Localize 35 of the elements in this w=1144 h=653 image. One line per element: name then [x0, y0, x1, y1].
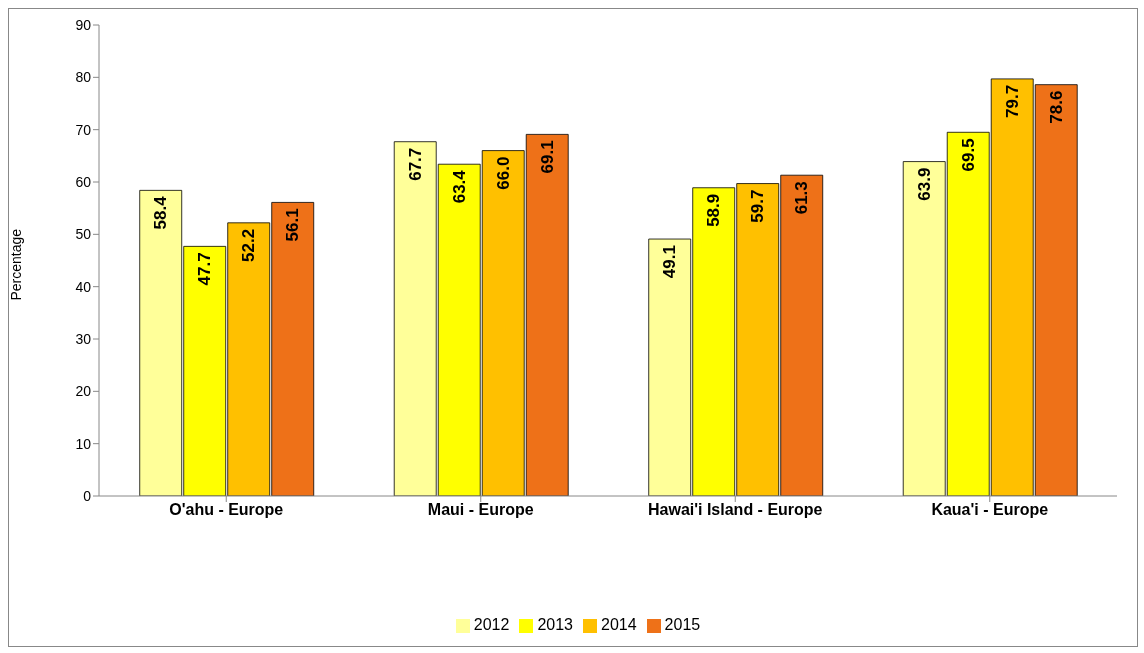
y-tick-label: 30: [75, 330, 92, 347]
data-label: 58.4: [151, 195, 171, 230]
data-label: 59.7: [748, 189, 768, 223]
y-tick-label: 90: [75, 16, 92, 33]
data-label: 66.0: [493, 156, 513, 190]
x-tick-label: O'ahu - Europe: [169, 501, 284, 519]
y-tick-label: 0: [83, 487, 92, 504]
x-tick-label: Kaua'i - Europe: [931, 501, 1049, 519]
data-label: 69.5: [958, 138, 978, 172]
data-label: 49.1: [660, 245, 680, 279]
data-label: 63.4: [449, 169, 469, 204]
x-tick-label: Maui - Europe: [427, 501, 534, 519]
y-tick-label: 10: [75, 435, 92, 452]
data-label: 67.7: [405, 147, 425, 181]
data-label: 63.9: [914, 167, 934, 201]
data-label: 58.9: [704, 193, 724, 227]
legend-label: 2013: [537, 616, 573, 633]
x-tick-label: Hawai'i Island - Europe: [647, 501, 823, 519]
y-tick-label: 60: [75, 173, 92, 190]
data-label: 56.1: [283, 208, 303, 242]
data-label: 61.3: [792, 181, 812, 215]
data-label: 69.1: [537, 140, 557, 174]
legend-label: 2012: [473, 616, 510, 633]
legend-label: 2015: [664, 616, 701, 633]
data-label: 78.6: [1046, 90, 1066, 124]
data-label: 47.7: [195, 252, 215, 286]
y-tick-label: 40: [75, 278, 92, 295]
y-axis-title: Percentage: [7, 228, 24, 301]
y-tick-label: 80: [75, 69, 92, 86]
data-label: 52.2: [239, 228, 259, 262]
legend-label: 2014: [601, 616, 637, 633]
data-label: 79.7: [1002, 84, 1022, 118]
y-tick-label: 50: [75, 226, 92, 243]
y-tick-label: 70: [75, 121, 92, 138]
y-tick-label: 20: [75, 383, 92, 400]
